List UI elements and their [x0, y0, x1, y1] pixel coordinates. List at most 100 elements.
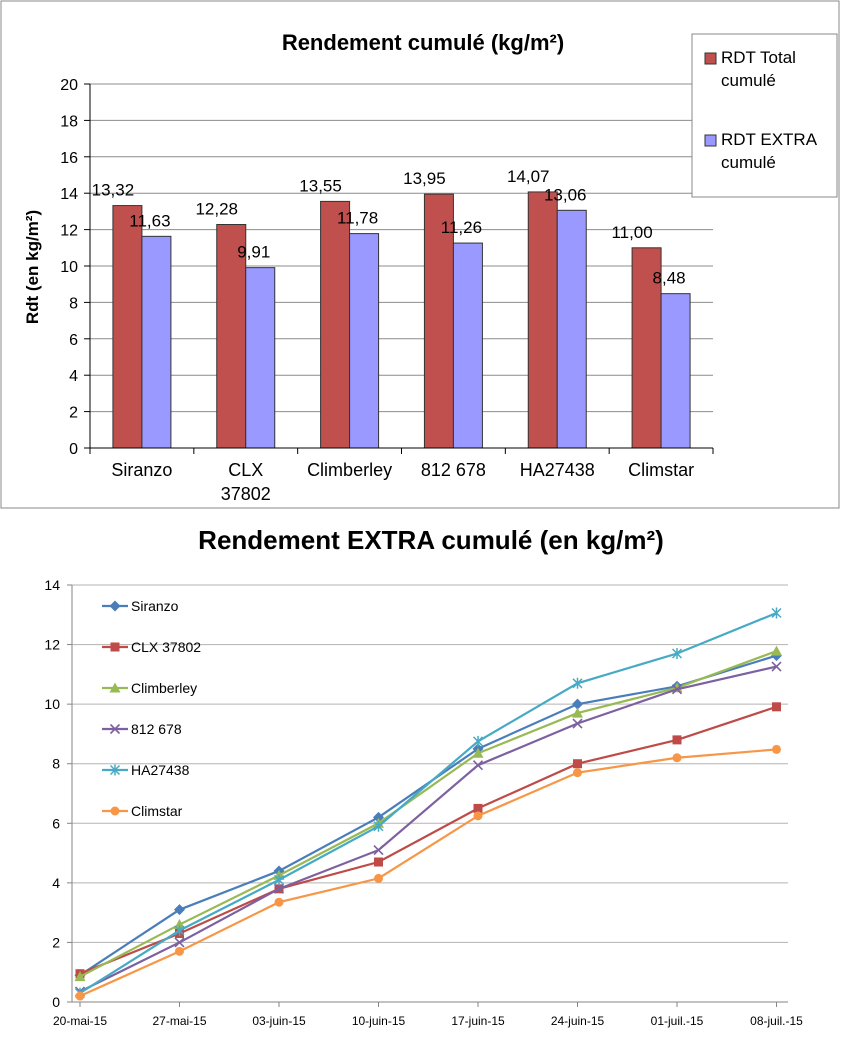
y-tick-label: 14 [60, 186, 78, 203]
series-line [79, 650, 777, 978]
x-tick-label: 24-juin-15 [551, 1014, 605, 1028]
point [771, 645, 782, 656]
point [175, 946, 184, 956]
bar [631, 247, 662, 449]
legend-entry: HA27438 [102, 762, 190, 778]
x-tick-label: HA27438 [520, 460, 595, 480]
series-812-678 [74, 661, 782, 997]
point [771, 661, 782, 672]
point [174, 937, 185, 948]
x-tick-label: 01-juil.-15 [651, 1014, 704, 1028]
x-tick-label: CLX [228, 460, 263, 480]
point [174, 904, 185, 916]
legend-label: 812 678 [131, 721, 182, 737]
legend-label: CLX 37802 [131, 639, 201, 655]
point [75, 991, 85, 1001]
point [109, 600, 121, 612]
y-tick-label: 6 [69, 332, 78, 349]
chart-title: Rendement EXTRA cumulé (en kg/m²) [198, 525, 664, 555]
series-line [79, 611, 777, 994]
legend-label: cumulé [721, 71, 776, 90]
point [572, 677, 583, 689]
bar [245, 267, 276, 449]
extra-yield-line-chart: Rendement EXTRA cumulé (en kg/m²) 024681… [44, 525, 803, 1028]
legend-label: cumulé [721, 153, 776, 172]
point [273, 883, 285, 894]
point [373, 845, 384, 856]
legend-entry: Climstar [102, 803, 183, 819]
data-label: 11,00 [611, 223, 652, 242]
bar [527, 191, 558, 449]
data-label: 13,32 [92, 181, 135, 200]
point [671, 648, 683, 660]
data-label: 11,26 [441, 218, 482, 237]
data-label: 9,91 [237, 243, 270, 262]
grid [72, 584, 788, 1003]
bar [556, 209, 587, 449]
legend-label: RDT EXTRA [721, 130, 818, 149]
data-label: 13,06 [544, 185, 587, 204]
legend-swatch [704, 134, 717, 147]
x-tick-label: 10-juin-15 [352, 1014, 406, 1028]
data-labels: 13,32 11,63 12,28 9,91 13,55 11,78 13,95 11,26 1… [92, 167, 686, 288]
y-tick-label: 8 [69, 295, 78, 312]
data-label: 11,78 [337, 209, 378, 228]
point [572, 707, 583, 718]
legend: RDT Total cumulé RDT EXTRA cumulé [691, 33, 838, 198]
point [573, 759, 582, 769]
legend-entry: Climberley [102, 680, 197, 696]
y-tick-label: 12 [44, 637, 60, 653]
point [74, 971, 86, 982]
point [274, 897, 284, 907]
y-tick-label: 2 [69, 405, 78, 422]
x-tick-label: 27-mai-15 [152, 1014, 206, 1028]
point [174, 925, 185, 937]
yield-bar-chart: Rendement cumulé (kg/m²) Rdt (en kg/m²) … [0, 0, 840, 509]
legend-entry: 812 678 [102, 721, 182, 737]
y-tick-label: 0 [52, 994, 60, 1010]
bar [112, 205, 143, 449]
x-tick-label: 03-juin-15 [252, 1014, 306, 1028]
series-lines [74, 607, 782, 1001]
data-label: 8,48 [653, 269, 686, 288]
y-tick-label: 10 [44, 696, 60, 712]
axes: 0 2 4 6 8 10 12 14 20-mai-15 27-mai-15 03-juin-15 1… [44, 577, 803, 1028]
bar [141, 235, 172, 449]
data-label: 14,07 [507, 167, 550, 186]
point [110, 642, 120, 652]
y-tick-label: 8 [52, 756, 60, 772]
legend-label: Siranzo [131, 598, 179, 614]
y-tick-label: 16 [60, 150, 78, 167]
point [672, 735, 682, 745]
legend-label: RDT Total [721, 48, 796, 67]
data-label: 11,63 [129, 211, 170, 230]
point [374, 857, 383, 867]
y-tick-label: 10 [60, 259, 78, 276]
x-tick-label: Siranzo [111, 460, 172, 480]
series-climstar [75, 744, 781, 1001]
point [572, 698, 583, 710]
chart-title: Rendement cumulé (kg/m²) [282, 30, 564, 55]
point [109, 682, 121, 693]
x-tick-label: 812 678 [421, 460, 486, 480]
y-tick-label: 6 [52, 815, 60, 831]
point [671, 684, 683, 695]
point [273, 874, 285, 886]
x-tick-label: 17-juin-15 [451, 1014, 505, 1028]
x-tick-label: Climstar [628, 460, 694, 480]
x-tick-label: 20-mai-15 [53, 1014, 107, 1028]
point [772, 702, 781, 712]
bar [320, 200, 351, 449]
x-tick-label: 37802 [221, 484, 271, 504]
data-label: 13,55 [299, 176, 342, 195]
point [373, 811, 384, 823]
x-tick-label: Climberley [307, 460, 392, 480]
point [110, 806, 120, 816]
series-clx-37802 [75, 702, 781, 979]
y-tick-label: 18 [60, 113, 78, 130]
y-tick-label: 20 [60, 77, 78, 94]
legend-label: HA27438 [131, 762, 190, 778]
y-tick-label: 0 [69, 441, 78, 458]
point [573, 768, 582, 778]
legend: Siranzo CLX 37802 Climberley 812 678 HA27438… [102, 598, 201, 819]
